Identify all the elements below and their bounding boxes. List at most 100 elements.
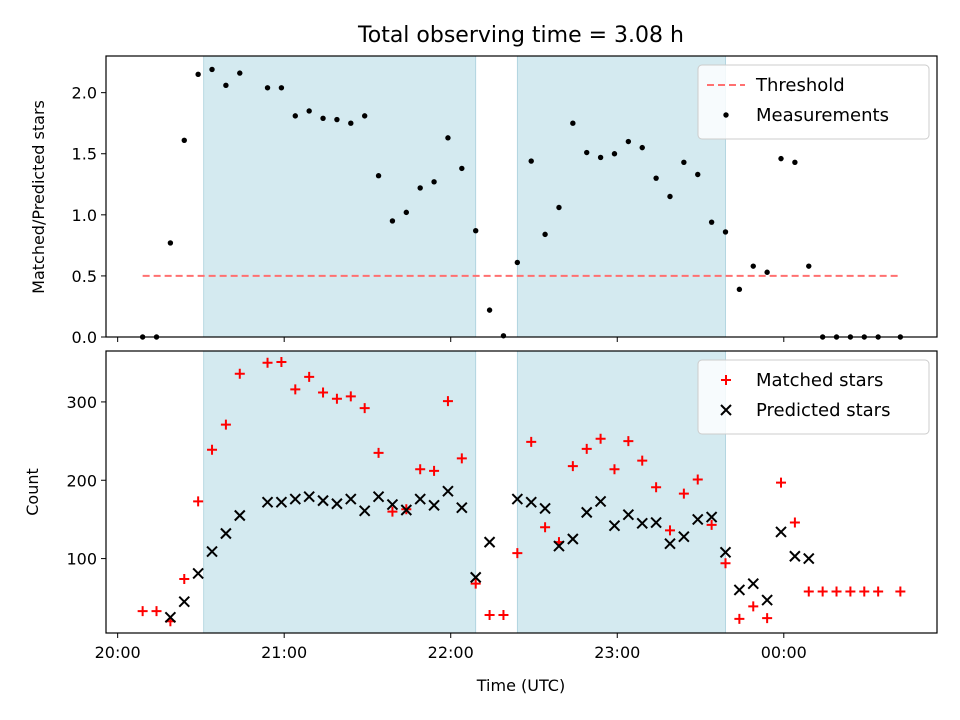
measurements-point xyxy=(667,193,673,200)
measurements-point xyxy=(195,71,201,78)
predicted-stars-point xyxy=(733,584,746,596)
predicted-stars-point xyxy=(234,509,246,522)
predicted-stars-point xyxy=(345,493,357,505)
measurements-point xyxy=(431,179,437,185)
matched-stars-point xyxy=(526,436,537,447)
measurements-point xyxy=(306,108,312,114)
predicted-stars-point xyxy=(317,494,329,507)
matched-stars-point xyxy=(276,356,287,367)
matched-stars-point xyxy=(234,368,245,379)
matched-stars-point xyxy=(442,396,453,407)
matched-stars-point xyxy=(470,578,481,589)
observing-interval xyxy=(516,55,726,338)
matched-stars-point xyxy=(456,453,467,464)
predicted-stars-point xyxy=(414,493,426,505)
measurements-point xyxy=(500,333,507,339)
measurements-point xyxy=(473,228,479,234)
predicted-stars-point xyxy=(331,498,343,510)
predicted-stars-point xyxy=(719,546,732,559)
predicted-stars-point xyxy=(692,513,704,526)
matched-stars-point xyxy=(734,613,745,624)
top-shading xyxy=(203,55,726,338)
measurements-point xyxy=(514,259,521,266)
observing-interval xyxy=(516,350,726,634)
matched-stars-point xyxy=(567,461,578,472)
predicted-stars-point xyxy=(789,550,801,562)
matched-stars-point xyxy=(151,606,162,617)
legend-handle xyxy=(720,404,732,416)
predicted-stars-point xyxy=(636,517,648,530)
bottom-panel: 100 200 300 20:00 21:00 22:00 23:00 00:00 Coun… xyxy=(23,350,938,662)
measurements-point xyxy=(778,155,784,162)
legend-label: Threshold xyxy=(755,75,845,96)
predicted-stars-point xyxy=(178,595,190,608)
top-legend: Threshold Measurements xyxy=(697,64,930,140)
bottom-y-axis-label: Count xyxy=(23,468,42,516)
x-tick-label: 20:00 xyxy=(95,643,141,662)
measurements-point xyxy=(181,137,187,143)
predicted-stars-point xyxy=(220,527,232,540)
x-axis-label: Time (UTC) xyxy=(476,676,565,695)
chart-title: Total observing time = 3.08 h xyxy=(357,23,684,48)
x-tick-label: 23:00 xyxy=(594,643,640,662)
measurements-point xyxy=(375,173,382,179)
predicted-stars-point xyxy=(747,577,759,590)
matched-stars-point xyxy=(609,464,620,475)
predicted-stars-point xyxy=(525,496,537,508)
predicted-stars-point xyxy=(303,490,315,503)
measurements-point xyxy=(611,151,618,157)
measurements-point xyxy=(403,209,410,216)
predicted-stars-point xyxy=(622,509,635,521)
y-tick-label: 200 xyxy=(66,471,97,490)
top-panel: 0.00.51.01.52.0 Matched/Predicted stars … xyxy=(29,55,938,347)
matched-stars-point xyxy=(595,433,606,444)
measurements-point xyxy=(348,120,354,126)
matched-stars-point xyxy=(415,464,426,475)
measurements-point xyxy=(542,231,548,238)
legend-label: Matched stars xyxy=(756,370,883,391)
measurements-point xyxy=(320,115,326,122)
measurements-point xyxy=(556,204,562,211)
matched-stars-point xyxy=(845,586,856,597)
matched-stars-point xyxy=(678,488,689,499)
measurements-point xyxy=(459,165,465,172)
matched-stars-point xyxy=(207,444,218,455)
matched-stars-point xyxy=(540,522,551,533)
measurements-point xyxy=(584,149,590,156)
top-y-ticks: 0.0 0.5 1.0 1.5 2.0 xyxy=(72,84,106,347)
measurement-points xyxy=(139,66,904,340)
predicted-stars-point xyxy=(483,536,496,548)
measurements-point xyxy=(764,269,770,275)
bottom-x-ticks: 20:00 21:00 22:00 23:00 00:00 xyxy=(95,633,807,662)
measurements-point xyxy=(361,113,368,119)
bottom-shading xyxy=(203,350,726,634)
matched-stars-point xyxy=(706,519,717,530)
matched-stars-point xyxy=(692,474,703,485)
measurements-point xyxy=(334,116,340,123)
matched-stars-point xyxy=(873,586,884,597)
predicted-stars-point xyxy=(567,533,579,545)
matched-stars-point xyxy=(429,465,440,476)
y-tick-label: 300 xyxy=(66,393,97,412)
measurements-point xyxy=(417,185,423,191)
predicted-stars-point xyxy=(372,490,385,503)
measurements-point xyxy=(570,120,576,126)
matched-stars-point xyxy=(859,586,870,597)
matched-stars-point xyxy=(623,436,634,447)
legend-box xyxy=(697,64,930,140)
measurements-point xyxy=(653,175,659,181)
matched-stars-point xyxy=(290,384,301,395)
matched-stars-point xyxy=(776,477,787,488)
matched-stars-point xyxy=(512,548,523,559)
matched-stars-point xyxy=(664,525,675,536)
y-tick-label: 0.0 xyxy=(72,328,97,347)
measurements-point xyxy=(695,171,701,178)
matched-stars-point xyxy=(220,419,231,430)
matched-stars-point xyxy=(498,609,509,620)
predicted-stars-point xyxy=(261,496,274,508)
top-plot-frame xyxy=(105,55,938,338)
measurements-point xyxy=(209,66,215,73)
measurements-point xyxy=(278,85,285,91)
y-tick-label: 1.0 xyxy=(72,206,97,225)
